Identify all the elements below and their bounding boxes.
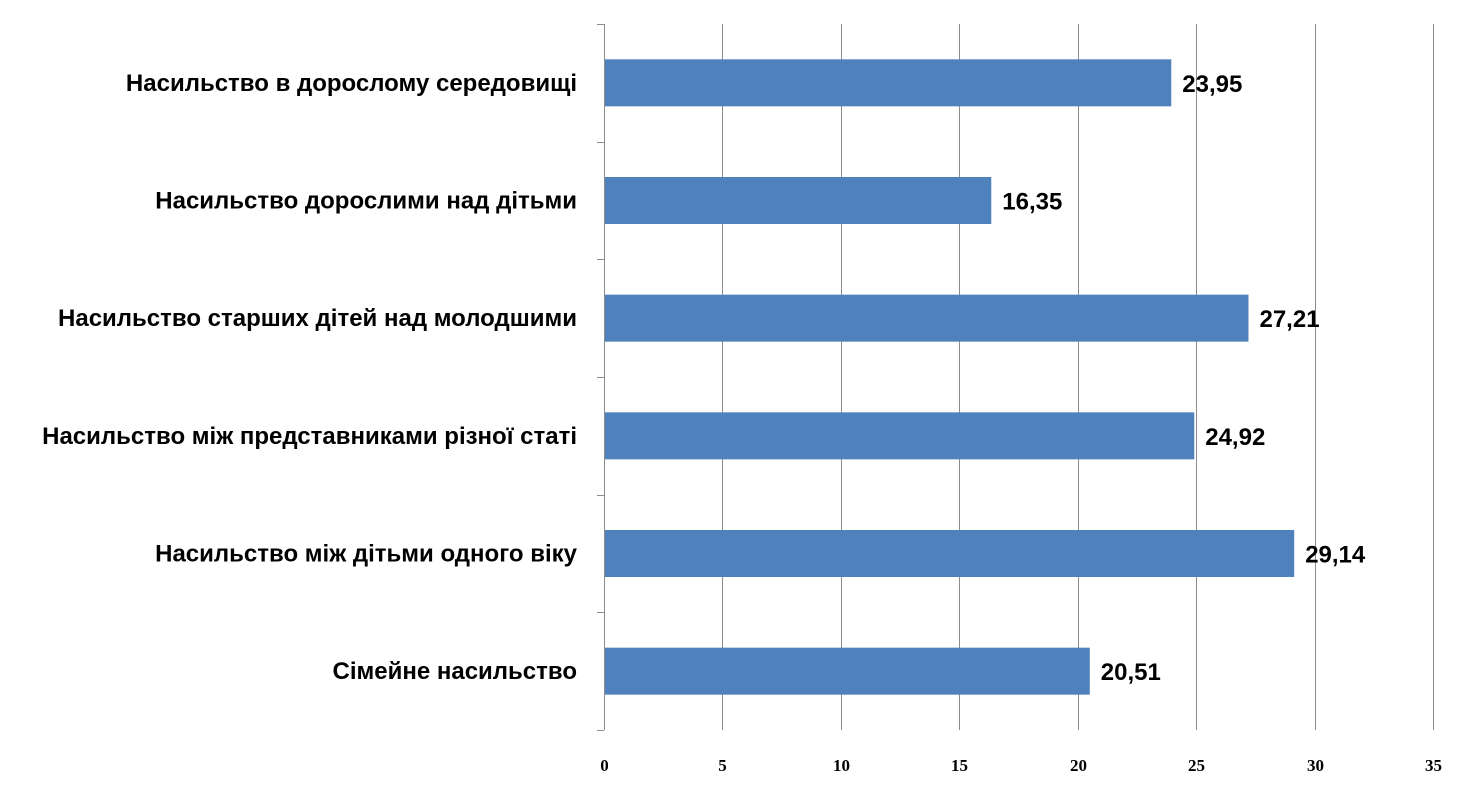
data-label: 27,21: [1259, 306, 1319, 333]
data-label: 16,35: [1002, 189, 1062, 216]
data-label: 23,95: [1182, 71, 1242, 98]
data-label: 24,92: [1205, 424, 1265, 451]
category-label: Насильство дорослими над дітьми: [155, 188, 577, 215]
x-tick-label: 30: [1307, 756, 1324, 775]
data-label: 29,14: [1305, 542, 1366, 569]
bar: [605, 412, 1195, 460]
x-tick-labels: 0 5 10 15 20 25 30 35: [600, 756, 1442, 775]
category-label: Насильство між дітьми одного віку: [155, 541, 578, 568]
bar: [605, 177, 992, 224]
bar: [605, 530, 1295, 577]
x-tick-label: 5: [718, 756, 727, 775]
axes: [597, 24, 605, 731]
bars: [605, 59, 1295, 695]
x-tick-label: 25: [1188, 756, 1205, 775]
category-labels: Насильство в дорослому середовищі Насильс…: [42, 70, 578, 685]
bar: [605, 294, 1249, 342]
x-tick-label: 20: [1070, 756, 1087, 775]
bar: [605, 647, 1090, 695]
value-labels: 23,95 16,35 27,21 24,92 29,14 20,51: [1002, 71, 1366, 686]
category-label: Насильство між представниками різної ста…: [42, 423, 577, 450]
x-tick-label: 10: [833, 756, 850, 775]
data-label: 20,51: [1101, 659, 1161, 686]
x-tick-label: 15: [951, 756, 968, 775]
category-label: Насильство старших дітей над молодшими: [58, 305, 577, 332]
gridlines: [722, 24, 1434, 730]
bar: [605, 59, 1172, 107]
x-tick-label: 0: [600, 756, 609, 775]
category-label: Сімейне насильство: [332, 658, 577, 685]
x-tick-label: 35: [1425, 756, 1442, 775]
category-label: Насильство в дорослому середовищі: [126, 70, 577, 97]
